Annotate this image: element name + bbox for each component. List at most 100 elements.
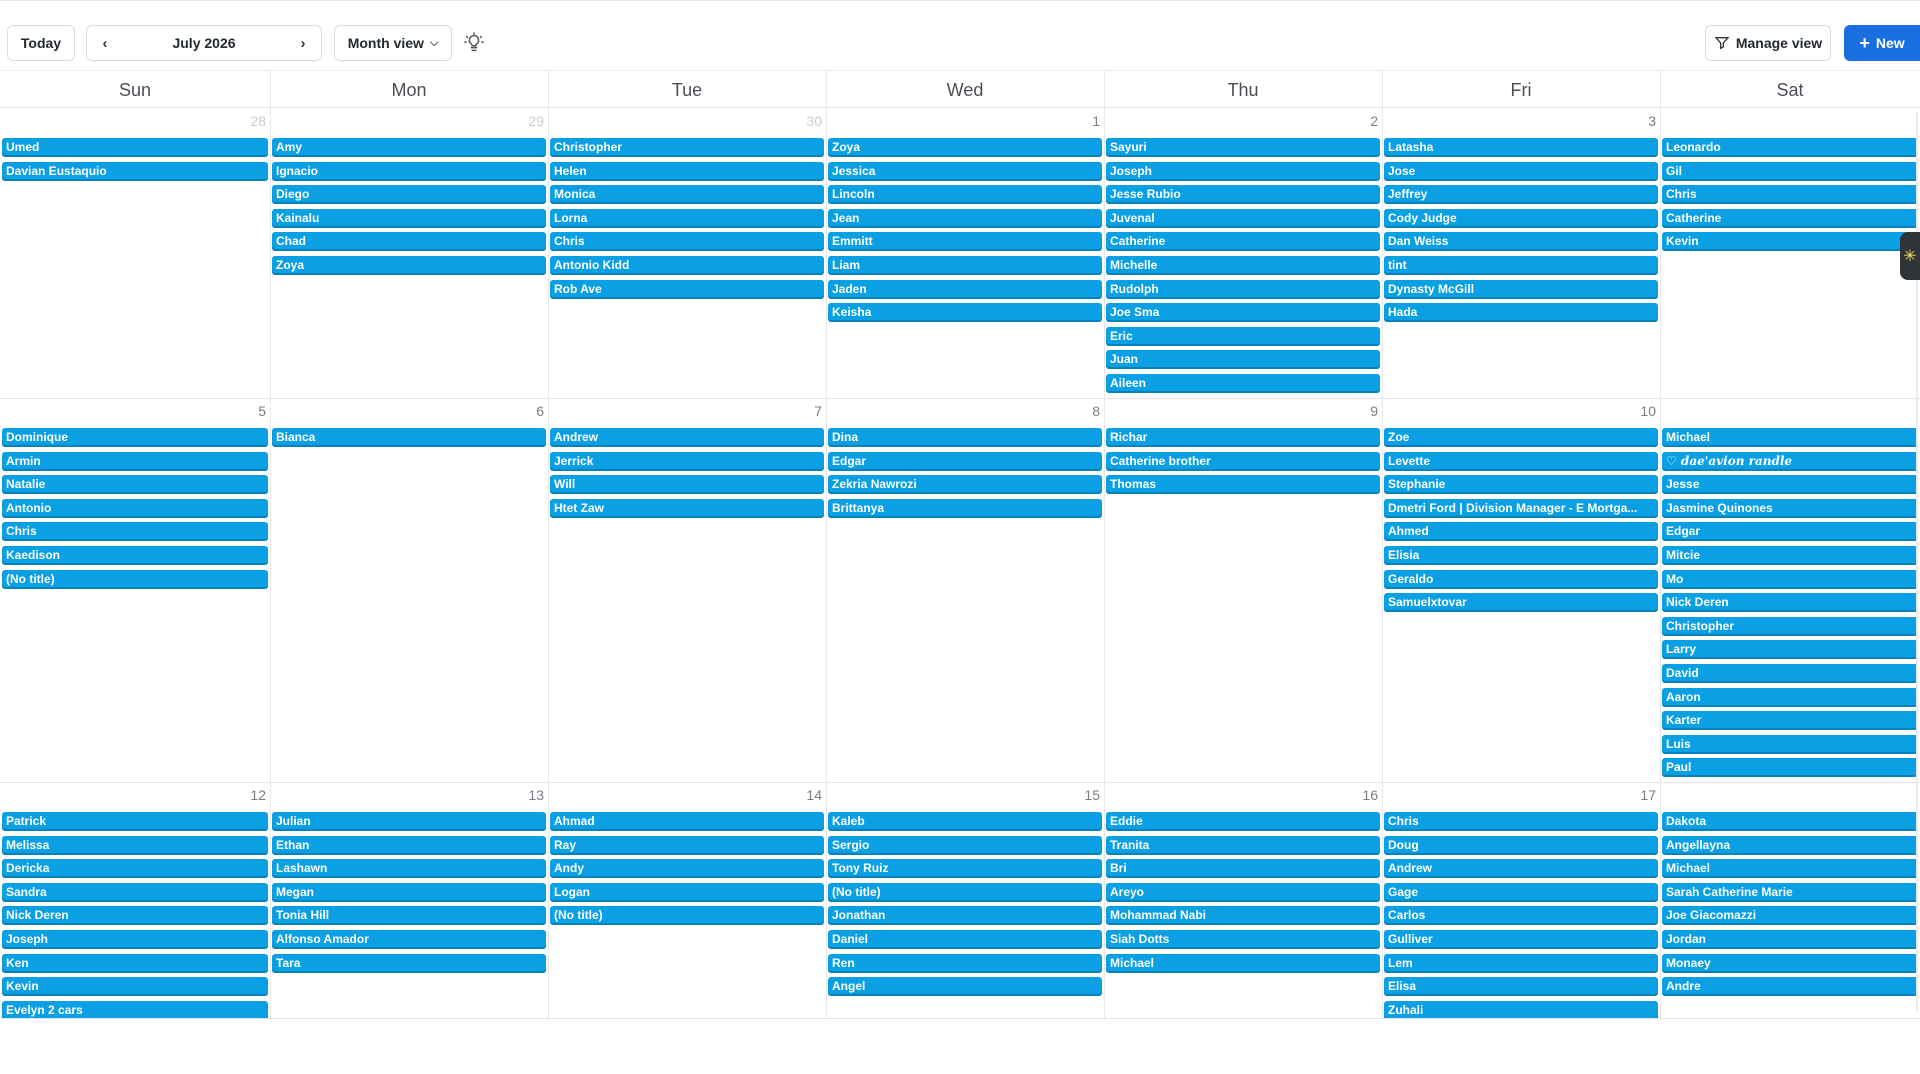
calendar-event[interactable]: Jaden — [828, 279, 1102, 299]
calendar-event[interactable]: Patrick — [2, 812, 268, 831]
calendar-event[interactable]: Tonia Hill — [272, 906, 546, 926]
calendar-event[interactable]: Dina — [828, 428, 1102, 447]
calendar-event[interactable]: Michael — [1662, 428, 1918, 447]
calendar-event[interactable]: Liam — [828, 255, 1102, 275]
calendar-event[interactable]: Dan Weiss — [1384, 232, 1658, 252]
day-cell[interactable]: 9 Richar Catherine brother Thomas — [1104, 398, 1382, 782]
calendar-event[interactable]: Ren — [828, 953, 1102, 973]
calendar-event[interactable]: David — [1662, 663, 1918, 683]
scrollbar[interactable] — [1916, 112, 1918, 1012]
calendar-event[interactable]: Michelle — [1106, 255, 1380, 275]
day-cell[interactable]: 14 Ahmad Ray Andy Logan (No title) — [548, 782, 826, 1018]
calendar-event[interactable]: tint — [1384, 255, 1658, 275]
calendar-event[interactable]: Lorna — [550, 208, 824, 228]
calendar-event[interactable]: Bri — [1106, 859, 1380, 879]
calendar-event[interactable]: Rudolph — [1106, 279, 1380, 299]
calendar-event[interactable]: Mitcie — [1662, 545, 1918, 565]
calendar-event[interactable]: Geraldo — [1384, 569, 1658, 589]
calendar-event[interactable]: Nick Deren — [1662, 593, 1918, 613]
calendar-event[interactable]: Lem — [1384, 953, 1658, 973]
calendar-event[interactable]: Chris — [1662, 185, 1918, 205]
calendar-event[interactable]: Eddie — [1106, 812, 1380, 831]
calendar-event[interactable]: Larry — [1662, 640, 1918, 660]
calendar-event[interactable]: Zoe — [1384, 428, 1658, 447]
calendar-event[interactable]: Ahmed — [1384, 522, 1658, 542]
calendar-event[interactable]: Kevin — [2, 977, 268, 997]
day-cell[interactable]: 15 Kaleb Sergio Tony Ruiz (No title) Jonathan… — [826, 782, 1104, 1018]
calendar-event[interactable]: Hada — [1384, 303, 1658, 323]
day-cell[interactable]: 6 Bianca — [270, 398, 548, 782]
day-cell[interactable]: Michael ♡ 𝒅𝒂𝒆'𝒂𝒗𝒊𝒐𝒏 𝒓𝒂𝒏𝒅𝒍𝒆 Jesse Jasmine Qu… — [1660, 398, 1920, 782]
calendar-event[interactable]: Aaron — [1662, 687, 1918, 707]
day-cell[interactable]: 3 Latasha Jose Jeffrey Cody Judge Dan Weiss ti… — [1382, 108, 1660, 398]
calendar-event[interactable]: Brittanya — [828, 498, 1102, 518]
calendar-event[interactable]: (No title) — [550, 906, 824, 926]
calendar-event[interactable]: Emmitt — [828, 232, 1102, 252]
calendar-event[interactable]: Levette — [1384, 451, 1658, 471]
calendar-event[interactable]: Michael — [1106, 953, 1380, 973]
day-cell[interactable]: 30 Christopher Helen Monica Lorna Chris Antoni… — [548, 108, 826, 398]
calendar-event[interactable]: Tony Ruiz — [828, 859, 1102, 879]
calendar-event[interactable]: Jerrick — [550, 451, 824, 471]
calendar-event[interactable]: Sayuri — [1106, 138, 1380, 157]
calendar-event[interactable]: Joseph — [1106, 161, 1380, 181]
calendar-event[interactable]: Rob Ave — [550, 279, 824, 299]
calendar-event[interactable]: Dmetri Ford | Division Manager - E Mortg… — [1384, 498, 1658, 518]
calendar-event[interactable]: Lincoln — [828, 185, 1102, 205]
calendar-event[interactable]: Nick Deren — [2, 906, 268, 926]
calendar-event[interactable]: Dericka — [2, 859, 268, 879]
calendar-event[interactable]: Juvenal — [1106, 208, 1380, 228]
calendar-event[interactable]: Kainalu — [272, 208, 546, 228]
calendar-event[interactable]: Carlos — [1384, 906, 1658, 926]
calendar-event[interactable]: Andrew — [1384, 859, 1658, 879]
calendar-event[interactable]: Kevin — [1662, 232, 1918, 252]
day-cell[interactable]: 12 Patrick Melissa Dericka Sandra Nick Deren J… — [0, 782, 270, 1018]
lightbulb-icon[interactable] — [463, 32, 485, 54]
day-cell[interactable]: 28 Umed Davian Eustaquio — [0, 108, 270, 398]
calendar-event[interactable]: Andy — [550, 859, 824, 879]
calendar-event[interactable]: Armin — [2, 451, 268, 471]
calendar-event[interactable]: Chad — [272, 232, 546, 252]
calendar-event[interactable]: Zuhali — [1384, 1000, 1658, 1018]
calendar-event[interactable]: Kaedison — [2, 545, 268, 565]
day-cell[interactable]: 7 Andrew Jerrick Will Htet Zaw — [548, 398, 826, 782]
calendar-event[interactable]: Christopher — [1662, 616, 1918, 636]
calendar-event[interactable]: Davian Eustaquio — [2, 161, 268, 181]
calendar-event[interactable]: Paul — [1662, 758, 1918, 778]
day-cell[interactable]: 2 Sayuri Joseph Jesse Rubio Juvenal Catherine… — [1104, 108, 1382, 398]
calendar-event[interactable]: Mohammad Nabi — [1106, 906, 1380, 926]
calendar-event[interactable]: Doug — [1384, 835, 1658, 855]
calendar-event[interactable]: Areyo — [1106, 882, 1380, 902]
calendar-event[interactable]: Gage — [1384, 882, 1658, 902]
calendar-event[interactable]: Jeffrey — [1384, 185, 1658, 205]
calendar-event[interactable]: Sandra — [2, 882, 268, 902]
day-cell[interactable]: 16 Eddie Tranita Bri Areyo Mohammad Nabi Siah … — [1104, 782, 1382, 1018]
calendar-event[interactable]: Stephanie — [1384, 475, 1658, 495]
calendar-event[interactable]: Catherine brother — [1106, 451, 1380, 471]
calendar-event[interactable]: Jesse Rubio — [1106, 185, 1380, 205]
today-button[interactable]: Today — [7, 25, 75, 61]
view-select[interactable]: Month view ⌵ — [334, 25, 452, 61]
calendar-event[interactable]: Htet Zaw — [550, 498, 824, 518]
calendar-event[interactable]: Diego — [272, 185, 546, 205]
calendar-event[interactable]: Bianca — [272, 428, 546, 447]
calendar-event[interactable]: Mo — [1662, 569, 1918, 589]
calendar-event[interactable]: Jessica — [828, 161, 1102, 181]
calendar-event[interactable]: Daniel — [828, 929, 1102, 949]
calendar-event[interactable]: Antonio Kidd — [550, 255, 824, 275]
calendar-event[interactable]: Richar — [1106, 428, 1380, 447]
calendar-event[interactable]: Zekria Nawrozi — [828, 475, 1102, 495]
calendar-event[interactable]: Zoya — [828, 138, 1102, 157]
calendar-event[interactable]: Karter — [1662, 711, 1918, 731]
calendar-event[interactable]: Ignacio — [272, 161, 546, 181]
calendar-event[interactable]: Melissa — [2, 835, 268, 855]
day-cell[interactable]: 10 Zoe Levette Stephanie Dmetri Ford | Divis… — [1382, 398, 1660, 782]
calendar-event[interactable]: (No title) — [2, 569, 268, 589]
calendar-event[interactable]: Angel — [828, 977, 1102, 997]
calendar-event[interactable]: Siah Dotts — [1106, 929, 1380, 949]
calendar-event[interactable]: Sergio — [828, 835, 1102, 855]
calendar-event[interactable]: Cody Judge — [1384, 208, 1658, 228]
calendar-event[interactable]: Jose — [1384, 161, 1658, 181]
day-cell[interactable]: 17 Chris Doug Andrew Gage Carlos Gulliver Lem El… — [1382, 782, 1660, 1018]
day-cell[interactable]: 8 Dina Edgar Zekria Nawrozi Brittanya — [826, 398, 1104, 782]
